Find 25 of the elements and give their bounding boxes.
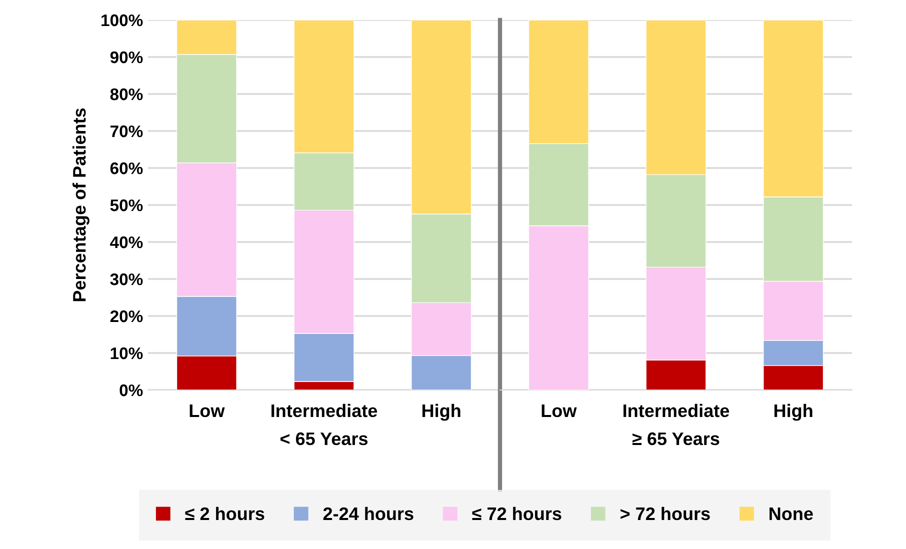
- x-tick-label: Intermediate: [624, 404, 730, 418]
- x-tick-label: High: [774, 404, 812, 421]
- x-tick-label: High: [422, 404, 460, 421]
- y-tick-label: 80%: [110, 88, 143, 100]
- x-axis-title: ≥ 65 Years: [632, 432, 720, 446]
- legend-label: 2-24 hours: [323, 506, 414, 520]
- y-tick-label: 100%: [102, 14, 143, 26]
- x-tick-label: Intermediate: [272, 404, 378, 418]
- x-axis-title: < 65 Years: [280, 432, 368, 446]
- y-tick-label: 20%: [110, 310, 143, 322]
- y-tick-label: 60%: [110, 162, 143, 174]
- y-tick-label: 30%: [110, 273, 143, 286]
- y-tick-label: 0%: [120, 384, 143, 396]
- y-tick-label: 50%: [110, 199, 143, 212]
- x-tick-label: Low: [190, 404, 225, 418]
- legend-label: > 72 hours: [620, 506, 710, 520]
- y-tick-label: 10%: [110, 347, 143, 360]
- y-tick-label: 40%: [110, 236, 143, 248]
- legend-label: ≤ 72 hours: [472, 506, 562, 520]
- legend-label: None: [770, 508, 813, 520]
- y-axis-title: Percentage of Patients: [72, 108, 90, 302]
- x-tick-label: Low: [542, 404, 577, 418]
- y-tick-label: 70%: [110, 125, 143, 138]
- legend-label: ≤ 2 hours: [185, 506, 264, 520]
- y-tick-label: 90%: [110, 51, 143, 64]
